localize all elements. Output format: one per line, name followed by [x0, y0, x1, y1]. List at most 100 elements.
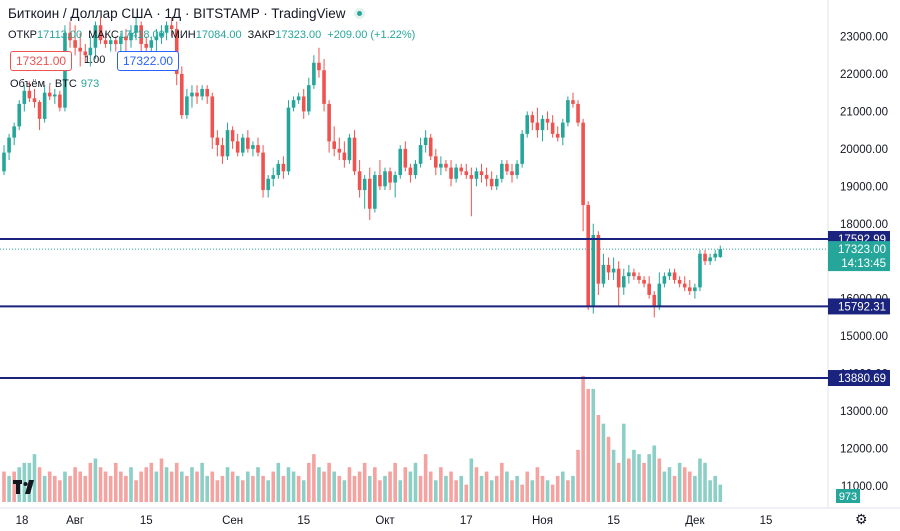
volume-bar	[42, 475, 47, 502]
candle-body	[139, 25, 143, 44]
volume-bar	[307, 462, 311, 502]
candle-body	[510, 171, 514, 176]
volume-bar	[672, 475, 677, 502]
candle-body	[494, 178, 499, 187]
candle	[68, 21, 72, 48]
volume-bar	[693, 475, 697, 502]
volume-label: Объём · BTC	[10, 78, 77, 90]
tradingview-logo-icon[interactable]	[13, 480, 37, 494]
close-value: 17323.00	[275, 29, 322, 41]
candle-body	[322, 70, 326, 104]
volume-legend[interactable]: Объём · BTC 973	[10, 78, 99, 90]
candle-body	[129, 32, 133, 41]
ohlc-legend: ОТКР17113.00 МАКС17418.00 МИН17084.00 ЗАКР1…	[8, 29, 421, 41]
candle	[164, 21, 169, 41]
volume-bar	[220, 475, 225, 502]
candle	[185, 88, 189, 119]
price-tick-label: 18000.00	[840, 219, 888, 231]
candle	[347, 133, 352, 164]
candle	[12, 122, 16, 146]
volume-bar	[525, 471, 530, 502]
candle	[78, 32, 82, 67]
candle-body	[393, 175, 397, 183]
volume-bar	[479, 475, 484, 502]
candle-body	[159, 32, 164, 37]
volume-bar	[403, 467, 408, 502]
volume-bar	[698, 458, 702, 502]
horizontal-line-label: 15792.31	[838, 301, 886, 313]
candle	[494, 175, 499, 191]
volume-bar	[271, 471, 276, 502]
volume-bar	[393, 462, 397, 502]
time-tick-label: Авг	[66, 515, 84, 527]
volume-bar	[444, 475, 448, 502]
candle	[113, 36, 118, 52]
candle	[337, 137, 342, 161]
candle	[327, 100, 331, 153]
volume-bar	[439, 467, 443, 502]
candle-body	[418, 145, 423, 164]
volume-bar	[459, 475, 463, 502]
candle	[362, 175, 367, 209]
volume-bar	[510, 480, 514, 502]
volume-bar	[276, 462, 281, 502]
candle-body	[12, 126, 16, 138]
candle	[571, 92, 575, 108]
candle	[342, 141, 347, 168]
candle	[672, 268, 677, 284]
candle-body	[591, 234, 596, 307]
volume-bar	[215, 480, 220, 502]
volume-bar	[667, 467, 672, 502]
candle-body	[180, 73, 184, 116]
price-tick-label: 12000.00	[840, 443, 888, 455]
candle-body	[37, 102, 42, 119]
candle	[7, 133, 11, 161]
spread-value: 1.00	[84, 54, 106, 66]
volume-bar	[637, 454, 641, 502]
volume-bar	[474, 467, 479, 502]
volume-bar	[195, 471, 199, 502]
volume-bar	[200, 462, 204, 502]
candle-body	[68, 32, 72, 41]
volume-bar	[164, 467, 169, 502]
volume-bar	[53, 475, 57, 502]
volume-bar	[144, 467, 149, 502]
candle-body	[113, 40, 118, 44]
volume-bar	[708, 480, 712, 502]
candle	[180, 66, 184, 119]
volume-bar	[535, 467, 540, 502]
candle-body	[611, 268, 616, 273]
candle	[693, 283, 697, 299]
candle-body	[454, 167, 458, 179]
sell-price-button[interactable]: 17321.00	[10, 51, 73, 71]
candle-body	[185, 96, 189, 116]
gear-icon[interactable]: ⚙	[855, 511, 868, 527]
change-value: +209.00 (+1.22%)	[327, 29, 416, 41]
candle-body	[230, 130, 235, 142]
candle	[423, 130, 428, 153]
volume-bar	[347, 467, 352, 502]
candle-body	[154, 36, 159, 41]
candle	[428, 133, 433, 161]
candle	[418, 137, 423, 168]
candle	[515, 160, 519, 179]
volume-bar	[591, 388, 596, 502]
candle-body	[32, 98, 37, 103]
candle	[632, 268, 636, 280]
candle-body	[119, 36, 123, 44]
symbol-title[interactable]: Биткоин / Доллар США · 1Д · BITSTAMP · T…	[8, 6, 346, 21]
time-tick-label: 15	[297, 515, 310, 527]
volume-value: 973	[80, 78, 100, 90]
volume-bar	[581, 375, 585, 502]
buy-price-button[interactable]: 17322.00	[117, 51, 180, 71]
candle	[27, 81, 32, 103]
candle-body	[672, 272, 677, 280]
candle	[301, 88, 306, 119]
candle-body	[459, 167, 463, 172]
candle	[627, 264, 631, 284]
volume-bar	[423, 454, 428, 502]
candle	[398, 145, 403, 179]
candle	[103, 32, 108, 48]
volume-bar	[688, 471, 692, 502]
